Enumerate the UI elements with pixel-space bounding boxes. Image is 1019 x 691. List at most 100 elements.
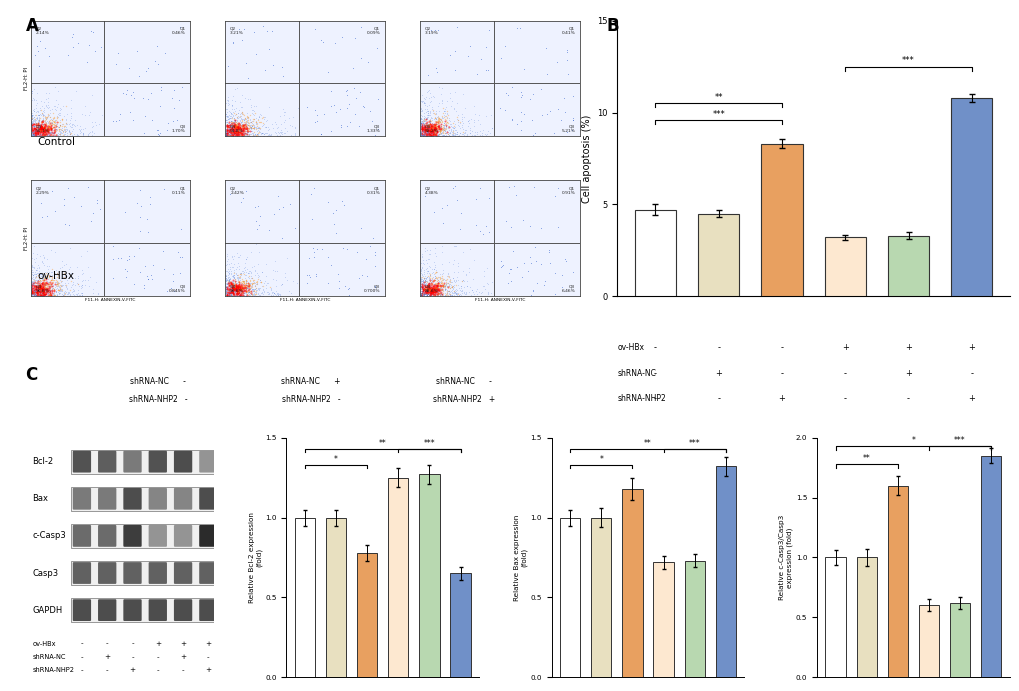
Point — [228, 122, 245, 133]
Point — [64, 32, 81, 43]
Point — [418, 131, 434, 142]
Point — [428, 106, 444, 117]
Point — [423, 288, 439, 299]
Point — [227, 290, 244, 301]
Point — [35, 128, 51, 139]
Point — [416, 126, 432, 138]
Point — [23, 116, 40, 127]
Point — [50, 85, 66, 96]
Point — [421, 119, 437, 130]
Point — [413, 121, 429, 132]
Point — [239, 112, 256, 123]
Point — [419, 282, 435, 293]
Point — [237, 274, 254, 285]
Point — [417, 276, 433, 287]
Point — [37, 279, 53, 290]
Point — [418, 285, 434, 296]
Point — [431, 276, 447, 287]
Point — [35, 290, 51, 301]
Point — [436, 284, 452, 295]
Point — [234, 120, 251, 131]
Point — [338, 120, 355, 131]
Point — [30, 77, 46, 88]
Point — [428, 272, 444, 283]
Point — [436, 129, 452, 140]
Point — [229, 285, 246, 296]
Point — [26, 278, 43, 289]
Point — [233, 106, 250, 117]
Point — [236, 287, 253, 299]
Text: **: ** — [644, 439, 651, 448]
Point — [238, 290, 255, 301]
Point — [367, 281, 383, 292]
Point — [30, 126, 46, 137]
Point — [415, 283, 431, 294]
Point — [427, 289, 443, 300]
Point — [54, 120, 70, 131]
Point — [222, 126, 238, 138]
Point — [426, 119, 442, 130]
Point — [231, 277, 248, 288]
Point — [39, 102, 55, 113]
Point — [234, 278, 251, 290]
FancyBboxPatch shape — [98, 562, 116, 584]
Point — [468, 220, 484, 231]
Point — [422, 284, 438, 295]
Point — [422, 280, 438, 291]
Point — [220, 281, 236, 292]
Point — [26, 289, 43, 300]
Point — [223, 130, 239, 141]
Point — [36, 127, 52, 138]
Point — [24, 287, 41, 299]
Point — [436, 290, 452, 301]
Point — [34, 279, 50, 290]
Point — [26, 286, 43, 297]
Point — [23, 129, 40, 140]
Point — [41, 285, 57, 296]
Point — [416, 265, 432, 276]
Point — [218, 281, 234, 292]
Point — [25, 122, 42, 133]
Point — [225, 124, 242, 135]
Point — [416, 117, 432, 129]
Point — [57, 218, 73, 229]
Point — [564, 90, 580, 101]
Point — [439, 123, 455, 134]
Point — [218, 120, 234, 131]
Point — [413, 281, 429, 292]
Point — [219, 95, 235, 106]
Point — [426, 125, 442, 136]
Point — [81, 131, 97, 142]
Point — [415, 117, 431, 129]
Point — [437, 128, 453, 139]
Point — [442, 290, 459, 301]
Point — [218, 122, 234, 133]
Point — [30, 279, 46, 290]
Point — [48, 124, 64, 135]
Point — [23, 128, 40, 139]
Point — [428, 117, 444, 128]
Point — [234, 279, 251, 290]
Point — [31, 283, 47, 294]
Point — [237, 279, 254, 290]
Point — [218, 129, 234, 140]
Point — [132, 184, 149, 196]
Point — [231, 122, 248, 133]
Point — [414, 287, 430, 299]
Point — [427, 272, 443, 283]
Point — [242, 130, 258, 141]
Point — [33, 278, 49, 290]
Point — [121, 250, 138, 261]
Point — [56, 200, 72, 211]
Point — [227, 285, 244, 296]
Point — [232, 131, 249, 142]
Point — [437, 279, 453, 290]
Point — [230, 287, 247, 299]
Point — [254, 127, 270, 138]
Text: *: * — [334, 455, 337, 464]
Point — [415, 129, 431, 140]
Point — [31, 117, 47, 128]
Point — [416, 287, 432, 299]
Point — [54, 122, 70, 133]
Point — [218, 129, 234, 140]
